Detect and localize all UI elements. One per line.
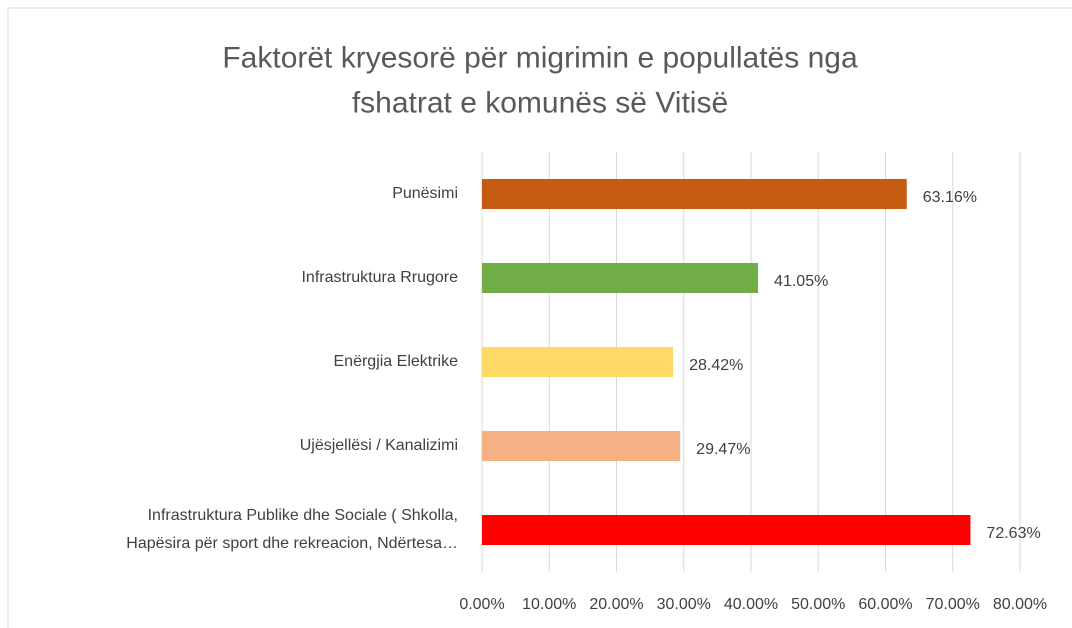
bar: [482, 263, 759, 293]
data-label: 72.63%: [986, 525, 1040, 542]
chart-title: Faktorët kryesorë për migrimin e populla…: [222, 41, 858, 119]
y-tick-label: Ujësjellësi / Kanalizimi: [300, 437, 458, 454]
x-tick-label: 60.00%: [858, 596, 912, 613]
y-tick-label: Infrastruktura Publike dhe Sociale ( Shk…: [126, 507, 458, 552]
y-tick-label: Enërgjia Elektrike: [334, 353, 459, 370]
y-tick-label: Punësimi: [392, 185, 458, 202]
x-tick-label: 20.00%: [589, 596, 643, 613]
data-label: 63.16%: [923, 189, 977, 206]
data-label: 28.42%: [689, 357, 743, 374]
bar: [482, 515, 971, 545]
data-label: 41.05%: [774, 273, 828, 290]
data-label: 29.47%: [696, 441, 750, 458]
bar: [482, 431, 681, 461]
bar: [482, 347, 674, 377]
x-tick-label: 0.00%: [459, 596, 504, 613]
y-tick-label: Infrastruktura Rrugore: [301, 269, 458, 286]
x-tick-label: 30.00%: [657, 596, 711, 613]
x-tick-label: 40.00%: [724, 596, 778, 613]
x-tick-label: 70.00%: [926, 596, 980, 613]
x-tick-label: 80.00%: [993, 596, 1047, 613]
x-tick-label: 50.00%: [791, 596, 845, 613]
x-tick-label: 10.00%: [522, 596, 576, 613]
bar: [482, 179, 907, 209]
